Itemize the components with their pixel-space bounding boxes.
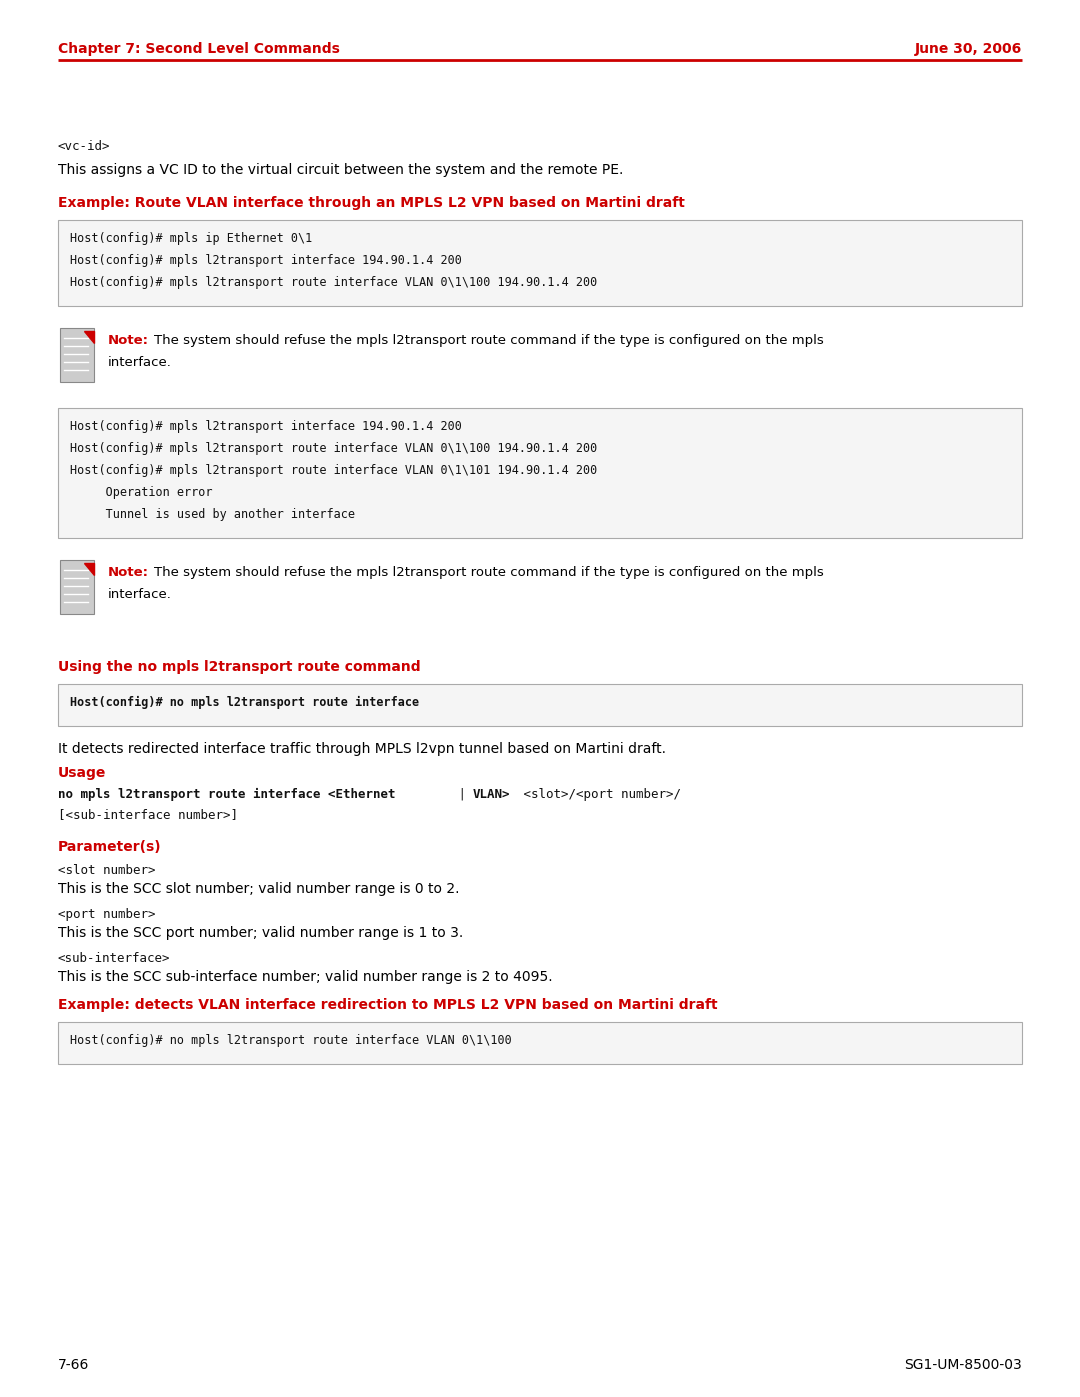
Text: This is the SCC sub-interface number; valid number range is 2 to 4095.: This is the SCC sub-interface number; va… — [58, 970, 553, 983]
Text: Using the no mpls l2transport route command: Using the no mpls l2transport route comm… — [58, 659, 420, 673]
Text: June 30, 2006: June 30, 2006 — [915, 42, 1022, 56]
Text: Host(config)# mpls l2transport interface 194.90.1.4 200: Host(config)# mpls l2transport interface… — [70, 254, 462, 267]
Text: <port number>: <port number> — [58, 908, 156, 921]
Text: It detects redirected interface traffic through MPLS l2vpn tunnel based on Marti: It detects redirected interface traffic … — [58, 742, 666, 756]
Text: The system should refuse the mpls l2transport route command if the type is confi: The system should refuse the mpls l2tran… — [154, 334, 824, 346]
Text: |: | — [451, 788, 473, 800]
Polygon shape — [84, 331, 94, 344]
Text: Usage: Usage — [58, 766, 106, 780]
Text: This is the SCC slot number; valid number range is 0 to 2.: This is the SCC slot number; valid numbe… — [58, 882, 459, 895]
Text: <slot>/<port number>/: <slot>/<port number>/ — [516, 788, 681, 800]
Text: The system should refuse the mpls l2transport route command if the type is confi: The system should refuse the mpls l2tran… — [154, 566, 824, 578]
Text: Chapter 7: Second Level Commands: Chapter 7: Second Level Commands — [58, 42, 340, 56]
Text: Host(config)# mpls l2transport route interface VLAN 0\1\100 194.90.1.4 200: Host(config)# mpls l2transport route int… — [70, 277, 597, 289]
FancyBboxPatch shape — [58, 1023, 1022, 1065]
Text: no mpls l2transport route interface <Ethernet: no mpls l2transport route interface <Eth… — [58, 788, 395, 800]
Text: Parameter(s): Parameter(s) — [58, 840, 162, 854]
Text: 7-66: 7-66 — [58, 1358, 90, 1372]
Text: Note:: Note: — [108, 566, 149, 578]
FancyBboxPatch shape — [58, 685, 1022, 726]
FancyBboxPatch shape — [58, 408, 1022, 538]
Text: <sub-interface>: <sub-interface> — [58, 951, 171, 965]
Text: This assigns a VC ID to the virtual circuit between the system and the remote PE: This assigns a VC ID to the virtual circ… — [58, 163, 623, 177]
Text: Host(config)# mpls l2transport route interface VLAN 0\1\100 194.90.1.4 200: Host(config)# mpls l2transport route int… — [70, 441, 597, 455]
Text: Example: Route VLAN interface through an MPLS L2 VPN based on Martini draft: Example: Route VLAN interface through an… — [58, 196, 685, 210]
Text: VLAN>: VLAN> — [473, 788, 511, 800]
Text: Host(config)# mpls l2transport route interface VLAN 0\1\101 194.90.1.4 200: Host(config)# mpls l2transport route int… — [70, 464, 597, 476]
FancyBboxPatch shape — [60, 328, 94, 381]
Text: Tunnel is used by another interface: Tunnel is used by another interface — [70, 509, 355, 521]
Text: This is the SCC port number; valid number range is 1 to 3.: This is the SCC port number; valid numbe… — [58, 926, 463, 940]
Text: Host(config)# mpls l2transport interface 194.90.1.4 200: Host(config)# mpls l2transport interface… — [70, 420, 462, 433]
Text: SG1-UM-8500-03: SG1-UM-8500-03 — [904, 1358, 1022, 1372]
Text: Host(config)# mpls ip Ethernet 0\1: Host(config)# mpls ip Ethernet 0\1 — [70, 232, 312, 244]
Text: <vc-id>: <vc-id> — [58, 140, 110, 154]
FancyBboxPatch shape — [60, 560, 94, 615]
Text: interface.: interface. — [108, 356, 172, 369]
Text: Host(config)# no mpls l2transport route interface VLAN 0\1\100: Host(config)# no mpls l2transport route … — [70, 1034, 512, 1046]
Text: [<sub-interface number>]: [<sub-interface number>] — [58, 807, 238, 821]
Text: Example: detects VLAN interface redirection to MPLS L2 VPN based on Martini draf: Example: detects VLAN interface redirect… — [58, 997, 717, 1011]
Text: Host(config)# no mpls l2transport route interface: Host(config)# no mpls l2transport route … — [70, 696, 419, 710]
Text: <slot number>: <slot number> — [58, 863, 156, 877]
Text: interface.: interface. — [108, 588, 172, 601]
Text: Operation error: Operation error — [70, 486, 213, 499]
Polygon shape — [84, 563, 94, 576]
FancyBboxPatch shape — [58, 219, 1022, 306]
Text: Note:: Note: — [108, 334, 149, 346]
